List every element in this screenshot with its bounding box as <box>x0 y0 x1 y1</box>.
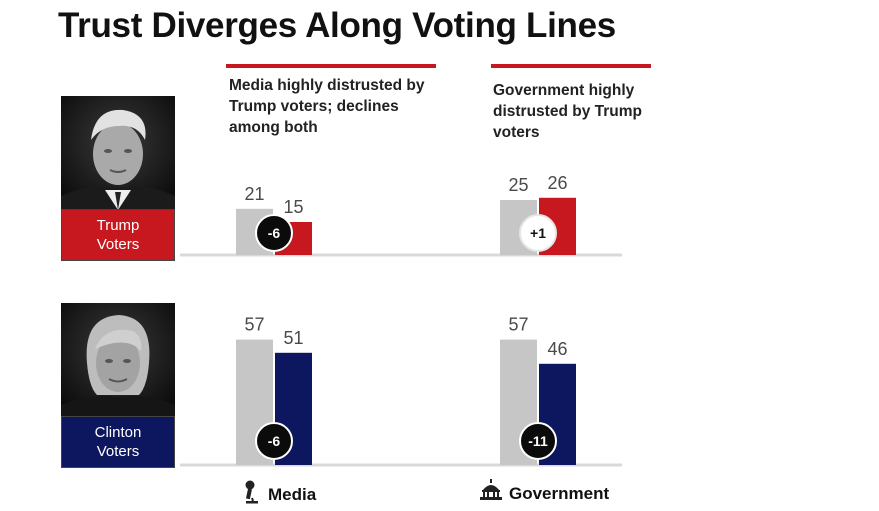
trump-media-change-label: -6 <box>268 225 281 241</box>
clinton-media-bar-later <box>275 352 312 465</box>
clinton-government-value-earlier: 57 <box>508 315 528 335</box>
government-axis-label: Government <box>509 484 610 503</box>
clinton-media-bar-earlier <box>236 339 273 465</box>
microphone-icon <box>245 480 258 504</box>
clinton-government-value-later: 46 <box>547 339 567 359</box>
trump-media-value-earlier: 21 <box>244 184 264 204</box>
clinton-media-value-later: 51 <box>283 328 303 348</box>
clinton-government-bar-later <box>539 363 576 465</box>
trump-media-bar-earlier <box>236 208 273 255</box>
clinton-media-value-earlier: 57 <box>244 315 264 335</box>
media-panel-rule <box>226 64 436 68</box>
trump-government-value-later: 26 <box>547 173 567 193</box>
trump-government-bar-earlier <box>500 200 537 255</box>
clinton-media-change-badge <box>255 422 293 460</box>
government-panel-heading: Government highly distrusted by Trump vo… <box>493 82 642 141</box>
clinton-voters-label: Clinton Voters <box>61 416 175 468</box>
trump-government-bar-later <box>539 197 576 255</box>
trump-media-change-badge <box>255 214 293 252</box>
trump-portrait <box>61 96 175 210</box>
clinton-government-change-label: -11 <box>528 433 548 449</box>
chart-title: Trust Diverges Along Voting Lines <box>58 6 616 45</box>
trump-media-bar-later <box>275 222 312 255</box>
clinton-government-change-badge <box>519 422 557 460</box>
trump-government-change-badge <box>519 214 557 252</box>
clinton-portrait <box>61 303 175 417</box>
capitol-icon <box>480 479 502 500</box>
clinton-media-change-label: -6 <box>268 433 281 449</box>
trump-government-value-earlier: 25 <box>508 175 528 195</box>
trump-government-change-label: +1 <box>530 225 546 241</box>
government-panel-rule <box>491 64 651 68</box>
media-panel-heading: Media highly distrusted by Trump voters;… <box>229 77 425 136</box>
trump-voters-label: Trump Voters <box>61 209 175 261</box>
media-axis-label: Media <box>268 485 317 504</box>
trump-media-value-later: 15 <box>283 197 303 217</box>
clinton-government-bar-earlier <box>500 339 537 465</box>
